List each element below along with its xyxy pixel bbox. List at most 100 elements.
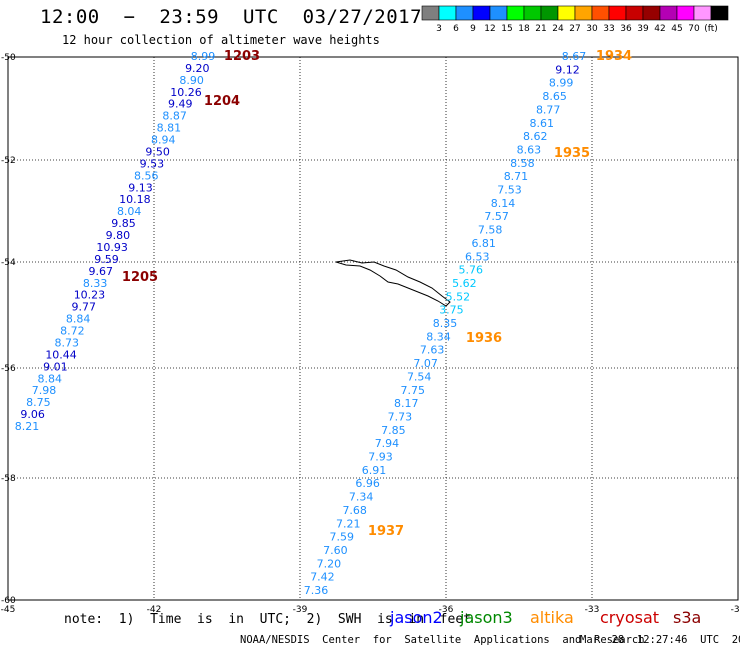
colorbar-swatch [472, 5, 491, 21]
track-right-value: 8.77 [536, 103, 561, 116]
track-right-value: 6.96 [355, 477, 380, 490]
track-right-value: 5.62 [452, 277, 477, 290]
colorbar-swatch [591, 5, 610, 21]
track-right-value: 8.17 [394, 397, 419, 410]
track-right-value: 5.52 [446, 290, 471, 303]
track-left-value: 8.21 [15, 420, 40, 433]
time-label-left: 1204 [204, 94, 240, 109]
colorbar-label: 24 [552, 24, 564, 34]
track-left-value: 9.06 [20, 408, 45, 421]
track-left-value: 9.59 [94, 253, 119, 266]
time-label-right: 1934 [596, 49, 632, 64]
track-left-value: 9.13 [128, 181, 153, 194]
track-right-value: 8.67 [562, 50, 587, 63]
track-right-value: 7.68 [342, 504, 367, 517]
track-right-value: 7.75 [401, 384, 426, 397]
track-right-value: 8.34 [426, 330, 451, 343]
track-right-value: 7.63 [420, 344, 445, 357]
legend-altika: altika [530, 608, 574, 627]
credit-text: NOAA/NESDIS Center for Satellite Applica… [240, 634, 645, 646]
track-left-value: 8.72 [60, 325, 85, 338]
track-left-value: 9.85 [111, 217, 136, 230]
track-right-value: 7.60 [323, 544, 348, 557]
track-right-value: 3.75 [439, 304, 464, 317]
colorbar-label: 42 [654, 24, 665, 34]
colorbar-swatch [659, 5, 678, 21]
track-right-value: 7.53 [497, 184, 522, 197]
track-left-value: 10.23 [74, 289, 106, 302]
colorbar-swatch [489, 5, 508, 21]
colorbar-label: 36 [620, 24, 632, 34]
track-right-value: 7.85 [381, 424, 406, 437]
colorbar-swatch [574, 5, 593, 21]
track-right-value: 8.62 [523, 130, 548, 143]
colorbar-label: 39 [637, 24, 649, 34]
track-right-value: 7.54 [407, 370, 432, 383]
track-left-value: 9.49 [168, 98, 193, 111]
colorbar-label: 30 [586, 24, 598, 34]
track-left-value: 8.56 [134, 169, 159, 182]
track-right-value: 6.91 [362, 464, 387, 477]
lat-tick-label: -60 [1, 596, 16, 606]
track-left-value: 9.67 [89, 265, 114, 278]
lon-tick-label: -30 [731, 605, 740, 615]
colorbar-swatch [540, 5, 559, 21]
colorbar-swatch [608, 5, 627, 21]
lon-tick-label: -42 [147, 605, 162, 615]
track-left-value: 8.87 [162, 110, 187, 123]
colorbar-label: 9 [470, 24, 476, 34]
colorbar-label: 21 [535, 24, 546, 34]
colorbar-swatch [421, 5, 440, 21]
track-left-value: 8.75 [26, 396, 51, 409]
lat-tick-label: -58 [1, 474, 16, 484]
track-right-value: 8.65 [542, 90, 567, 103]
colorbar-label: 33 [603, 24, 614, 34]
track-right-value: 7.20 [317, 557, 342, 570]
colorbar-label: 45 [671, 24, 682, 34]
colorbar-label: (ft) [704, 24, 718, 34]
track-left-value: 9.20 [185, 62, 210, 75]
track-right-value: 8.58 [510, 157, 535, 170]
colorbar-swatch [557, 5, 576, 21]
footer-note: note: 1) Time is in UTC; 2) SWH is in fe… [64, 612, 471, 627]
colorbar-swatch [625, 5, 644, 21]
legend-jason2: jason2 [390, 608, 443, 627]
track-right-value: 7.36 [304, 584, 329, 597]
track-left-value: 9.50 [145, 145, 170, 158]
track-left-value: 7.98 [32, 384, 57, 397]
track-left-value: 10.93 [96, 241, 128, 254]
colorbar-swatch [710, 5, 729, 21]
page-title: 12:00 − 23:59 UTC 03/27/2017 [40, 6, 423, 28]
lat-tick-label: -56 [1, 364, 16, 374]
colorbar-swatch [693, 5, 712, 21]
track-right-value: 7.59 [330, 531, 355, 544]
colorbar-label: 6 [453, 24, 459, 34]
island-outline [335, 259, 451, 307]
time-label-right: 1937 [368, 524, 404, 539]
track-right-value: 7.73 [388, 410, 413, 423]
time-label-left: 1205 [122, 270, 158, 285]
track-left-value: 9.53 [140, 157, 165, 170]
track-left-value: 8.73 [54, 336, 79, 349]
track-right-value: 7.93 [368, 451, 393, 464]
track-right-value: 7.34 [349, 491, 374, 504]
track-right-value: 7.21 [336, 517, 361, 530]
track-left-value: 8.81 [157, 122, 182, 135]
colorbar-swatch [642, 5, 661, 21]
track-right-value: 7.07 [413, 357, 438, 370]
track-left-value: 9.01 [43, 360, 68, 373]
time-label-right: 1935 [554, 146, 590, 161]
track-right-value: 5.76 [459, 264, 484, 277]
lat-tick-label: -50 [1, 53, 16, 63]
track-left-value: 8.84 [37, 372, 62, 385]
legend-jason3: jason3 [460, 608, 513, 627]
colorbar-label: 18 [518, 24, 530, 34]
track-left-value: 8.99 [191, 50, 216, 63]
colorbar-label: 70 [688, 24, 700, 34]
lon-tick-label: -33 [585, 605, 600, 615]
colorbar-label: 3 [436, 24, 442, 34]
track-right-value: 6.53 [465, 250, 490, 263]
lon-tick-label: -36 [439, 605, 454, 615]
track-right-value: 8.35 [433, 317, 458, 330]
